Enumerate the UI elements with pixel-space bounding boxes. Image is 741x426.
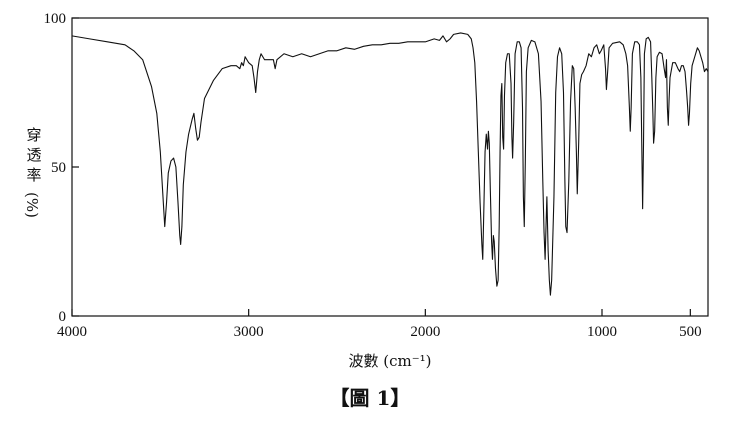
y-tick-label: 100 — [44, 11, 67, 27]
plot-frame — [71, 17, 709, 317]
y-axis-title-char-4: (%) — [23, 192, 41, 218]
x-axis-ticks: 4000 3000 2000 1000 500 — [57, 309, 702, 340]
y-axis-ticks: 0 50 100 — [44, 11, 79, 325]
y-axis-title: 穿 透 率 (%) — [23, 126, 42, 218]
figure-caption: 【圖 1】 — [330, 386, 411, 410]
y-tick-label: 50 — [51, 160, 66, 176]
x-tick-label: 3000 — [234, 324, 264, 340]
y-axis-title-char-3: 率 — [26, 166, 41, 184]
x-tick-label: 1000 — [587, 324, 617, 340]
x-axis-title: 波數 (cm⁻¹) — [348, 352, 431, 370]
x-tick-label: 500 — [679, 324, 702, 340]
y-axis-title-char-1: 穿 — [26, 126, 41, 144]
x-tick-label: 4000 — [57, 324, 87, 340]
y-tick-label: 0 — [59, 309, 67, 325]
y-axis-title-char-2: 透 — [26, 146, 41, 164]
x-tick-label: 2000 — [410, 324, 440, 340]
spectrum-line — [71, 32, 709, 296]
